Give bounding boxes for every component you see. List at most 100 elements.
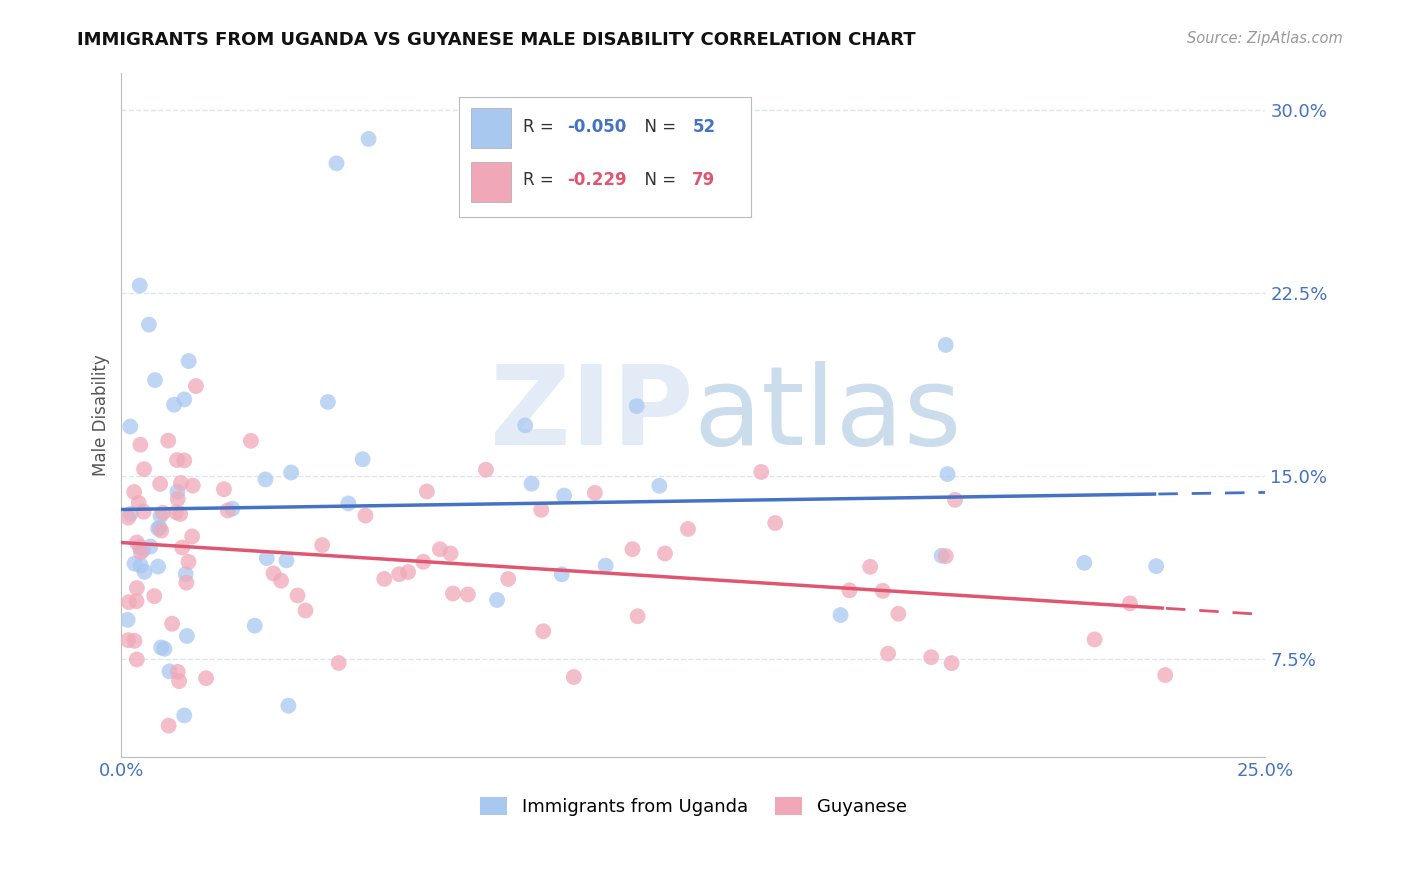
Point bbox=[239, 434, 262, 448]
Point bbox=[920, 650, 942, 665]
Point bbox=[128, 496, 150, 510]
Point bbox=[316, 395, 339, 409]
Point bbox=[416, 484, 439, 499]
Point bbox=[132, 462, 155, 476]
Point bbox=[256, 551, 278, 566]
Point bbox=[270, 574, 292, 588]
Legend: Immigrants from Uganda, Guyanese: Immigrants from Uganda, Guyanese bbox=[472, 789, 914, 823]
Point bbox=[877, 647, 900, 661]
Point bbox=[412, 555, 434, 569]
Point bbox=[166, 665, 188, 679]
Point bbox=[595, 558, 617, 573]
Point bbox=[120, 419, 142, 434]
Point bbox=[1119, 596, 1142, 610]
Point bbox=[553, 489, 575, 503]
Point bbox=[943, 492, 966, 507]
Point bbox=[149, 476, 172, 491]
Point bbox=[159, 665, 181, 679]
Point bbox=[160, 616, 183, 631]
Point bbox=[931, 549, 953, 563]
Point bbox=[174, 567, 197, 582]
Point bbox=[562, 670, 585, 684]
Point bbox=[117, 613, 139, 627]
Point bbox=[132, 505, 155, 519]
Point bbox=[176, 575, 198, 590]
Point bbox=[184, 379, 207, 393]
Point bbox=[551, 567, 574, 582]
Point bbox=[328, 656, 350, 670]
Point bbox=[277, 698, 299, 713]
Point bbox=[243, 618, 266, 632]
Point bbox=[170, 475, 193, 490]
Point bbox=[496, 572, 519, 586]
Text: Source: ZipAtlas.com: Source: ZipAtlas.com bbox=[1187, 31, 1343, 46]
Point bbox=[132, 542, 155, 557]
Point bbox=[125, 535, 148, 549]
Point bbox=[128, 540, 150, 554]
Point bbox=[146, 559, 169, 574]
Point bbox=[125, 594, 148, 608]
Point bbox=[153, 641, 176, 656]
Point bbox=[357, 132, 380, 146]
Point bbox=[149, 508, 172, 523]
Text: IMMIGRANTS FROM UGANDA VS GUYANESE MALE DISABILITY CORRELATION CHART: IMMIGRANTS FROM UGANDA VS GUYANESE MALE … bbox=[77, 31, 915, 49]
Point bbox=[117, 510, 139, 524]
Point bbox=[280, 466, 302, 480]
Point bbox=[120, 507, 142, 521]
Point bbox=[181, 478, 204, 492]
Text: atlas: atlas bbox=[693, 361, 962, 468]
Text: ZIP: ZIP bbox=[491, 361, 693, 468]
Point bbox=[325, 156, 347, 170]
Point bbox=[163, 398, 186, 412]
Point bbox=[1084, 632, 1107, 647]
Point bbox=[125, 652, 148, 666]
Point bbox=[654, 547, 676, 561]
Point bbox=[936, 467, 959, 481]
Point bbox=[124, 633, 146, 648]
Point bbox=[763, 516, 786, 530]
Point bbox=[621, 542, 644, 557]
Point bbox=[830, 607, 852, 622]
Point bbox=[118, 595, 141, 609]
Point bbox=[176, 629, 198, 643]
Point bbox=[486, 593, 509, 607]
Point bbox=[935, 549, 957, 563]
Point bbox=[139, 540, 162, 554]
Point bbox=[143, 373, 166, 387]
Point bbox=[122, 485, 145, 500]
Point bbox=[150, 524, 173, 538]
Point bbox=[134, 565, 156, 579]
Point bbox=[287, 589, 309, 603]
Point bbox=[311, 538, 333, 552]
Point bbox=[439, 546, 461, 560]
Point bbox=[1144, 559, 1167, 574]
Point bbox=[859, 559, 882, 574]
Point bbox=[167, 674, 190, 689]
Point bbox=[157, 434, 180, 448]
Point bbox=[172, 541, 194, 555]
Point bbox=[887, 607, 910, 621]
Point bbox=[749, 465, 772, 479]
Point bbox=[166, 453, 188, 467]
Point bbox=[676, 522, 699, 536]
Point bbox=[648, 479, 671, 493]
Point bbox=[1073, 556, 1095, 570]
Point bbox=[138, 318, 160, 332]
Point bbox=[173, 392, 195, 407]
Point bbox=[173, 708, 195, 723]
Point bbox=[457, 587, 479, 601]
Point bbox=[396, 565, 419, 579]
Point bbox=[254, 472, 277, 486]
Y-axis label: Male Disability: Male Disability bbox=[93, 354, 110, 475]
Point bbox=[166, 484, 188, 499]
Point bbox=[217, 503, 239, 517]
Point bbox=[475, 463, 498, 477]
Point bbox=[941, 656, 963, 670]
Point bbox=[531, 624, 554, 639]
Point bbox=[838, 583, 860, 598]
Point bbox=[276, 553, 298, 567]
Point bbox=[515, 418, 537, 433]
Point bbox=[1154, 668, 1177, 682]
Point bbox=[129, 545, 152, 559]
Point bbox=[157, 718, 180, 732]
